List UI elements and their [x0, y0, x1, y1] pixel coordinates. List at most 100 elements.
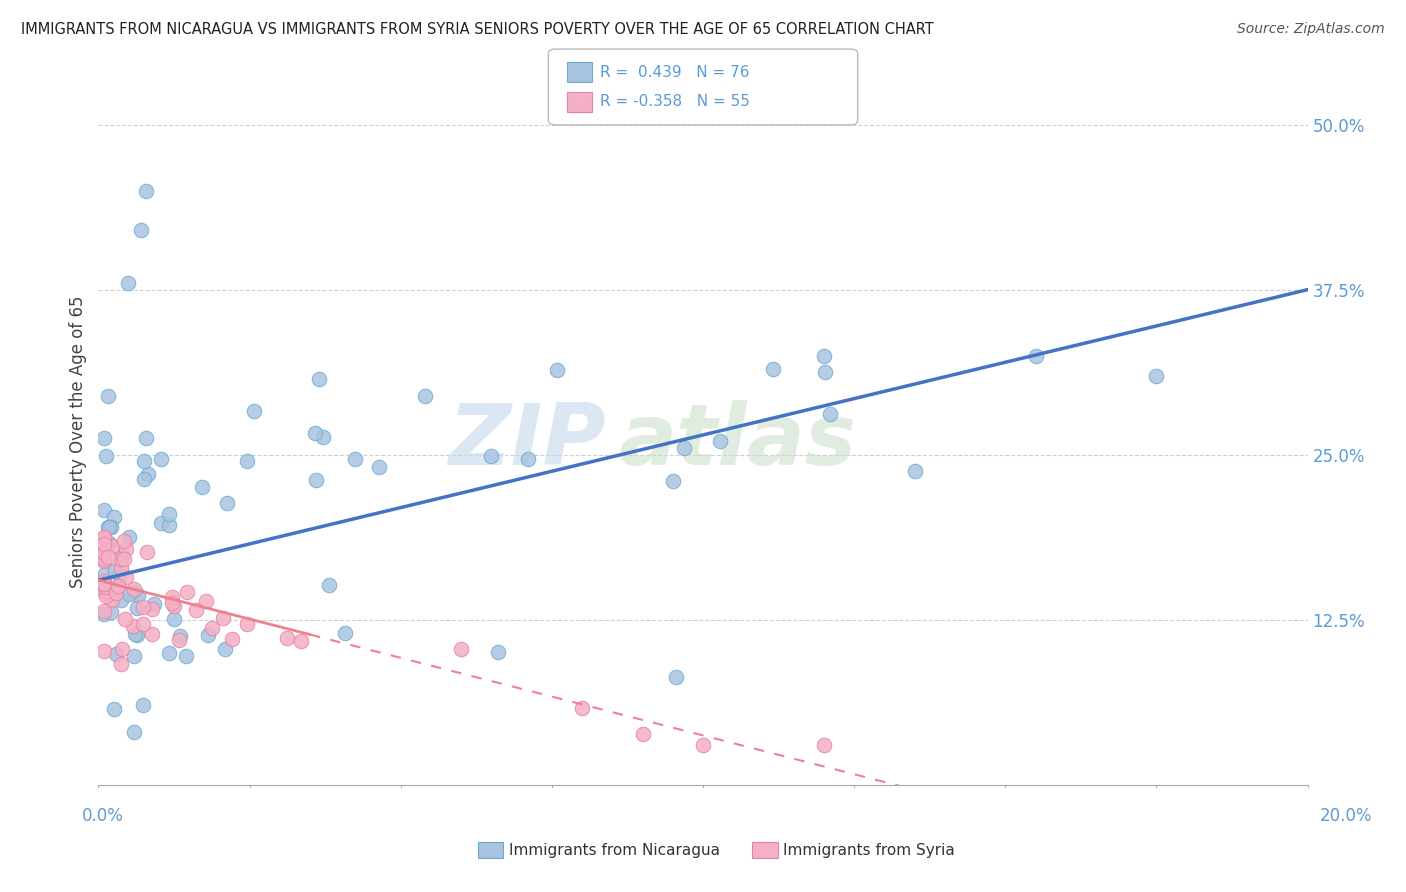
Point	[110, 657, 132, 671]
Point	[150, 516, 173, 531]
Point	[105, 586, 128, 600]
Point	[101, 540, 124, 554]
Point	[664, 670, 686, 684]
Point	[93, 577, 115, 591]
Point	[110, 641, 132, 656]
Point	[450, 642, 472, 657]
Point	[93, 583, 115, 598]
Point	[174, 649, 197, 664]
Point	[167, 632, 190, 647]
Point	[124, 627, 146, 641]
Point	[157, 518, 180, 533]
Point	[692, 739, 714, 753]
Point	[136, 545, 159, 559]
Point	[93, 554, 115, 568]
Point	[176, 585, 198, 599]
Point	[160, 596, 183, 610]
Point	[546, 362, 568, 376]
Point	[93, 605, 115, 619]
Point	[217, 496, 239, 510]
Point	[93, 644, 115, 658]
Point	[236, 453, 259, 467]
Point	[163, 612, 186, 626]
Point	[93, 580, 115, 594]
Point	[110, 593, 132, 607]
Point	[93, 607, 115, 622]
Point	[486, 645, 509, 659]
Point	[96, 584, 118, 599]
Point	[481, 449, 503, 463]
Point	[516, 451, 538, 466]
Point	[762, 361, 785, 376]
Point	[93, 576, 115, 591]
Point	[150, 452, 173, 467]
Point	[276, 631, 298, 645]
Point	[163, 599, 186, 613]
Point	[96, 449, 118, 463]
Point	[114, 612, 136, 626]
Point	[344, 451, 367, 466]
Point	[97, 520, 120, 534]
Point	[132, 698, 155, 712]
Point	[101, 593, 124, 607]
Point	[117, 276, 139, 290]
Point	[571, 701, 593, 715]
Point	[308, 372, 330, 386]
Point	[134, 453, 156, 467]
Point	[100, 520, 122, 534]
Point	[159, 646, 181, 660]
Text: 20.0%: 20.0%	[1319, 807, 1372, 825]
Point	[124, 582, 146, 597]
Point	[107, 579, 129, 593]
Text: Source: ZipAtlas.com: Source: ZipAtlas.com	[1237, 22, 1385, 37]
Point	[127, 589, 149, 603]
Point	[93, 530, 115, 544]
Point	[214, 642, 236, 657]
Point	[1144, 369, 1167, 384]
Point	[117, 530, 139, 544]
Point	[93, 552, 115, 566]
Point	[138, 467, 160, 482]
Point	[112, 534, 135, 549]
Point	[104, 648, 127, 662]
Point	[904, 464, 927, 478]
Point	[101, 582, 124, 596]
Point	[169, 629, 191, 643]
Point	[127, 628, 149, 642]
Point	[191, 480, 214, 494]
Text: R = -0.358   N = 55: R = -0.358 N = 55	[600, 95, 751, 109]
Point	[122, 648, 145, 663]
Point	[94, 589, 117, 603]
Point	[112, 551, 135, 566]
Point	[93, 545, 115, 559]
Point	[94, 566, 117, 581]
Point	[318, 578, 340, 592]
Point	[93, 574, 115, 589]
Point	[243, 404, 266, 418]
Point	[132, 471, 155, 485]
Point	[110, 561, 132, 575]
Point	[103, 702, 125, 716]
Point	[818, 408, 841, 422]
Point	[107, 567, 129, 582]
Point	[97, 520, 120, 534]
Point	[122, 725, 145, 739]
Point	[631, 727, 654, 741]
Text: Immigrants from Syria: Immigrants from Syria	[783, 843, 955, 857]
Point	[661, 474, 683, 488]
Point	[103, 509, 125, 524]
Point	[93, 531, 115, 545]
Point	[197, 628, 219, 642]
Point	[132, 600, 155, 615]
Point	[100, 606, 122, 620]
Point	[709, 434, 731, 449]
Point	[304, 426, 326, 441]
Point	[305, 473, 328, 487]
Y-axis label: Seniors Poverty Over the Age of 65: Seniors Poverty Over the Age of 65	[69, 295, 87, 588]
Point	[104, 564, 127, 578]
Point	[813, 349, 835, 363]
Point	[111, 549, 134, 563]
Point	[1024, 349, 1046, 363]
Point	[131, 616, 153, 631]
Point	[211, 611, 233, 625]
